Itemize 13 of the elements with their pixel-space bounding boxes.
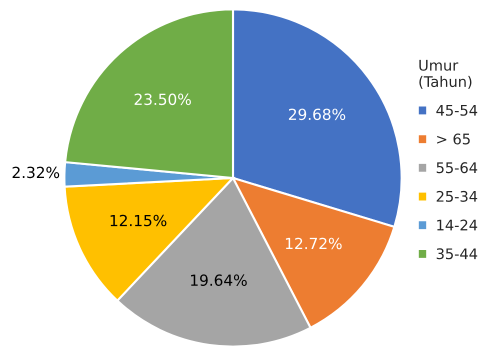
- data-label: 12.72%: [286, 238, 342, 250]
- legend-label: 25-34: [436, 190, 478, 202]
- legend-label: 45-54: [436, 104, 478, 116]
- data-label: 19.64%: [191, 274, 247, 286]
- legend-label: 14-24: [437, 220, 478, 230]
- legend-label: 35-44: [436, 248, 478, 260]
- data-label: 23.50%: [134, 94, 191, 106]
- data-label: 29.68%: [288, 108, 346, 120]
- data-label: 12.15%: [110, 214, 166, 226]
- data-label: 2.32%: [12, 166, 60, 178]
- legend-label: > 65: [437, 133, 470, 144]
- legend-title: Umur (Tahun): [419, 60, 472, 89]
- legend-label: 55-64: [436, 162, 478, 174]
